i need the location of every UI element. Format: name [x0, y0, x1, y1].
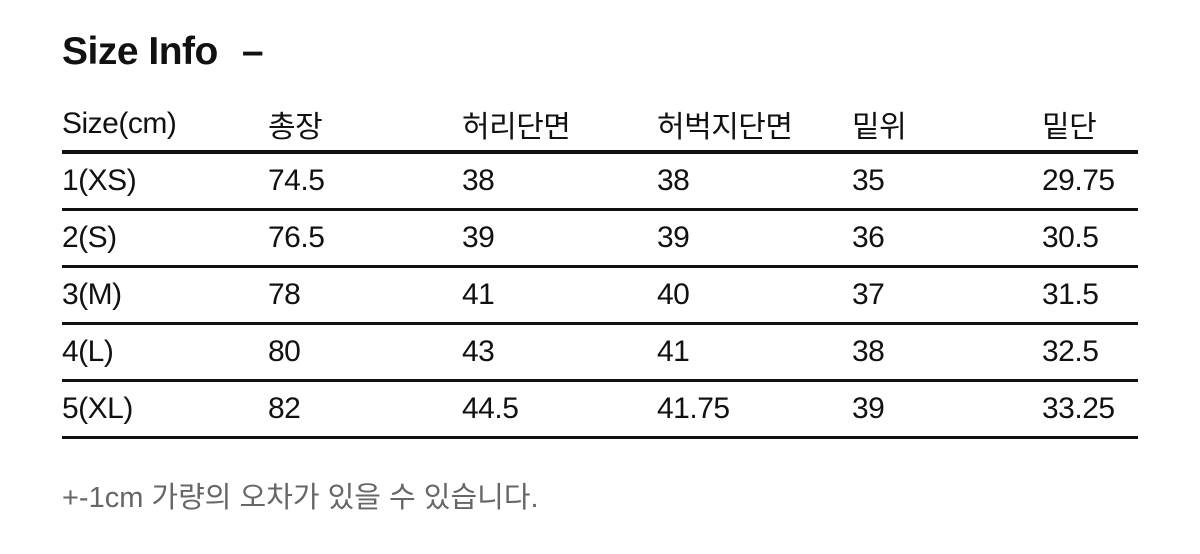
cell-rise: 36 [852, 209, 1042, 268]
cell-thigh: 41.75 [657, 380, 852, 439]
cell-total-length: 80 [268, 323, 462, 382]
cell-hem: 33.25 [1042, 380, 1138, 439]
header-total-length: 총장 [268, 98, 462, 154]
header-rise: 밑위 [852, 98, 1042, 154]
cell-size: 4(L) [62, 323, 268, 382]
cell-thigh: 41 [657, 323, 852, 382]
cell-total-length: 74.5 [268, 152, 462, 211]
cell-size: 3(M) [62, 266, 268, 325]
cell-thigh: 40 [657, 266, 852, 325]
table-header-row: Size(cm) 총장 허리단면 허벅지단면 밑위 밑단 [62, 98, 1138, 154]
cell-waist: 44.5 [462, 380, 657, 439]
size-table: Size(cm) 총장 허리단면 허벅지단면 밑위 밑단 1(XS) 74.5 38… [62, 98, 1138, 439]
cell-total-length: 82 [268, 380, 462, 439]
cell-size: 1(XS) [62, 152, 268, 211]
table-row: 3(M) 78 41 40 37 31.5 [62, 266, 1138, 325]
cell-thigh: 39 [657, 209, 852, 268]
cell-thigh: 38 [657, 152, 852, 211]
title-text: Size Info [62, 30, 218, 73]
table-row: 1(XS) 74.5 38 38 35 29.75 [62, 152, 1138, 211]
cell-total-length: 76.5 [268, 209, 462, 268]
cell-size: 5(XL) [62, 380, 268, 439]
cell-hem: 29.75 [1042, 152, 1138, 211]
header-waist: 허리단면 [462, 98, 657, 154]
cell-total-length: 78 [268, 266, 462, 325]
cell-waist: 41 [462, 266, 657, 325]
cell-rise: 35 [852, 152, 1042, 211]
table-row: 5(XL) 82 44.5 41.75 39 33.25 [62, 380, 1138, 439]
cell-hem: 32.5 [1042, 323, 1138, 382]
cell-rise: 37 [852, 266, 1042, 325]
cell-waist: 43 [462, 323, 657, 382]
page-title: Size Info – [62, 30, 264, 74]
cell-hem: 30.5 [1042, 209, 1138, 268]
tolerance-note: +-1cm 가량의 오차가 있을 수 있습니다. [62, 482, 539, 514]
cell-waist: 38 [462, 152, 657, 211]
header-thigh: 허벅지단면 [657, 98, 852, 154]
cell-rise: 38 [852, 323, 1042, 382]
table-row: 2(S) 76.5 39 39 36 30.5 [62, 209, 1138, 268]
cell-waist: 39 [462, 209, 657, 268]
collapse-toggle[interactable]: – [241, 30, 264, 73]
table-row: 4(L) 80 43 41 38 32.5 [62, 323, 1138, 382]
header-size: Size(cm) [62, 98, 268, 154]
header-hem: 밑단 [1042, 98, 1138, 154]
cell-size: 2(S) [62, 209, 268, 268]
cell-rise: 39 [852, 380, 1042, 439]
cell-hem: 31.5 [1042, 266, 1138, 325]
